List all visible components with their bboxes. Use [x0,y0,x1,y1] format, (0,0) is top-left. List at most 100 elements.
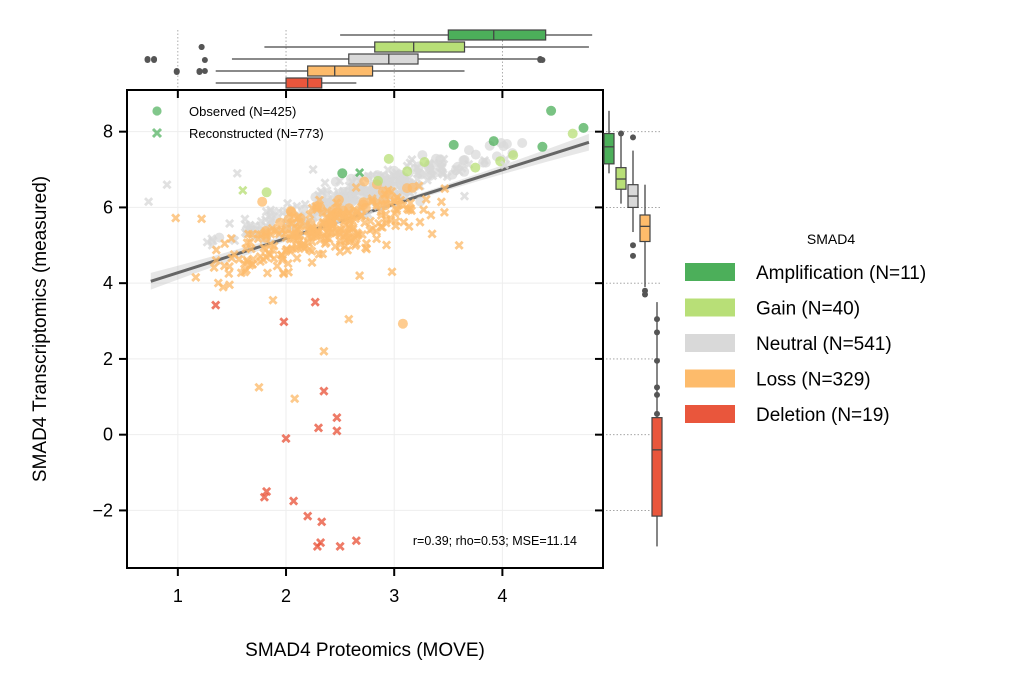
reconstructed-point [412,174,422,184]
reconstructed-point [248,254,258,264]
observed-point [257,196,268,207]
reconstructed-point [459,191,470,201]
reconstructed-point [283,267,294,277]
reconstructed-point [404,221,414,232]
reconstructed-point [272,226,282,236]
reconstructed-point [310,297,320,307]
reconstructed-point [254,382,264,392]
reconstructed-point [332,413,342,423]
y-tick-label: 2 [103,349,113,369]
top-box [307,65,374,77]
reconstructed-point [191,272,201,282]
right-box [603,132,615,165]
reconstructed-point [256,229,266,240]
reconstructed-point [405,198,416,208]
observed-point [517,138,528,148]
reconstructed-point [266,217,276,227]
reconstructed-point [264,212,274,222]
reconstructed-point [355,271,365,281]
observed-point [324,219,335,230]
reconstructed-point [262,268,273,278]
reconstructed-point [500,160,510,170]
marker-legend: Observed (N=425) Reconstructed (N=773) [151,104,324,141]
reconstructed-point [318,249,328,259]
reconstructed-point [479,155,490,166]
reconstructed-point [414,181,424,191]
observed-point [402,166,413,177]
reconstructed-point [305,210,315,220]
observed-point [373,175,383,186]
reconstructed-point [319,386,329,396]
reconstructed-point [242,238,252,248]
reconstructed-point [313,423,324,433]
reconstructed-point [435,161,445,172]
reconstructed-point [303,511,313,521]
reconstructed-point [209,262,219,273]
y-tick-label: 8 [103,122,113,142]
x-tick-label: 2 [281,586,291,606]
reconstructed-point [202,237,212,247]
reconstructed-point [197,214,207,224]
right-box-outlier [630,242,636,249]
reconstructed-point [412,162,422,173]
reconstructed-point [224,280,235,290]
observed-point [275,217,286,228]
reconstructed-point [391,168,401,178]
observed-point [578,122,589,133]
reconstructed-point [313,227,324,237]
reconstructed-point [281,433,291,444]
observed-point [337,168,348,179]
reconstructed-point [427,229,437,239]
x-axis-ticks: 1 2 3 4 [173,90,507,606]
reconstructed-point [162,180,172,190]
reconstructed-point [426,210,436,220]
reconstructed-point [395,173,405,184]
reconstructed-point [268,295,278,305]
reconstructed-point [306,226,316,237]
reconstructed-point [340,241,350,251]
top-box [374,41,466,53]
observed-point [383,153,394,164]
reconstructed-point [290,244,301,254]
legend-entry-label: Deletion (N=19) [756,405,890,426]
legend-observed-label: Observed (N=425) [189,104,296,119]
top-box-outlier [144,57,151,63]
top-box [348,53,419,65]
reconstructed-point [238,185,248,195]
reconstructed-point [390,208,400,219]
right-box-outlier [630,252,636,259]
right-box-outlier [654,357,660,364]
reconstructed-point [362,244,372,254]
reconstructed-point [283,198,293,208]
reconstructed-point [428,171,438,181]
reconstructed-point [351,536,361,546]
observed-point [447,169,458,180]
reconstructed-point [262,486,272,497]
top-box-outlier [201,57,208,63]
reconstructed-point [211,245,221,255]
reconstructed-point [232,168,242,178]
y-tick-label: 4 [103,273,113,293]
reconstructed-point [211,255,221,265]
top-box [285,77,323,89]
reconstructed-point [277,250,287,260]
reconstructed-point [440,184,450,194]
legend-title: SMAD4 [807,231,855,247]
y-tick-label: 6 [103,197,113,217]
reconstructed-point [437,167,447,177]
reconstructed-point [327,208,337,218]
legend-observed-marker [152,106,162,116]
legend-swatch [685,405,735,423]
reconstructed-point [171,213,181,223]
legend-swatch [685,298,735,317]
reconstructed-point [457,163,467,173]
observed-point [546,105,557,116]
right-box [639,214,651,243]
reconstructed-point [436,197,446,207]
reconstructed-point [377,222,387,232]
reconstructed-point [332,426,342,436]
observed-point [261,187,272,198]
reconstructed-point [224,268,234,279]
reconstructed-point [324,234,334,244]
reconstructed-point [415,217,425,227]
